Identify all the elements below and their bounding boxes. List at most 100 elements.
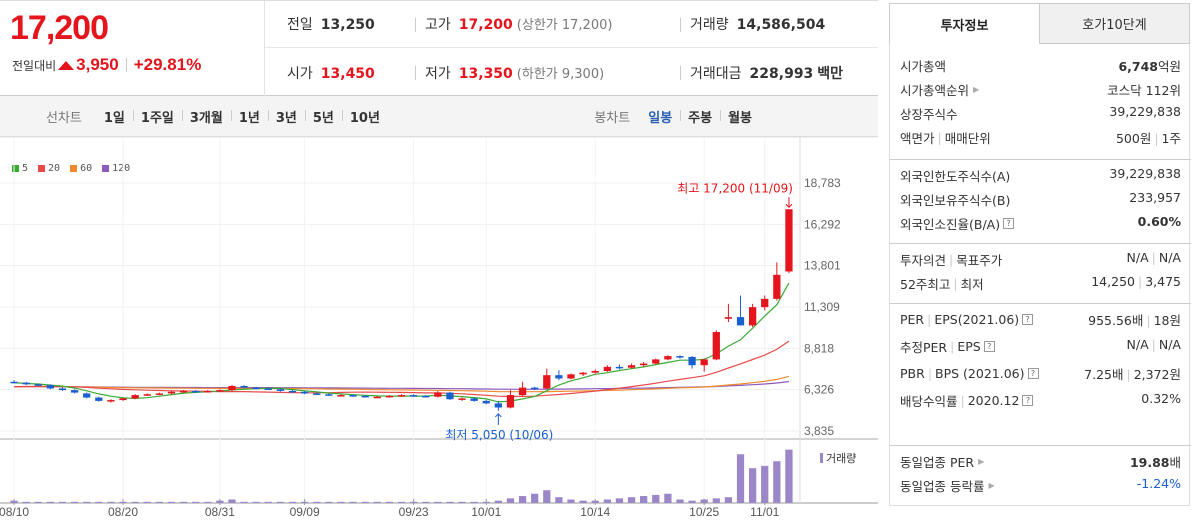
high: 고가 17,200 (상한가 17,200) [425,14,612,34]
period-1y-button[interactable]: 1년 [230,107,268,126]
help-icon[interactable]: ? [1003,218,1015,229]
info-section: 시가총액 6,748억원 시가총액순위 ▶ 코스닥 112위 상장주식수 39,229,83… [890,44,1191,160]
candle-body [712,332,720,360]
info-value: 14,250 | 3,475 [1091,274,1181,293]
volume-bar [688,500,696,503]
label-text: 외국인보유주식수(B) [900,193,1011,208]
info-row: 투자의견 | 목표주가 N/A | N/A [900,250,1181,269]
weekly-candle-button[interactable]: 주봉 [680,107,720,126]
y-tick-label: 8,818 [804,341,834,355]
value-text: 2,372원 [1133,367,1181,382]
high-value: 17,200 [458,17,513,33]
candle-body [446,392,454,400]
candle-body [470,398,478,401]
volume-bar [748,468,757,503]
chevron-right-icon: ▶ [988,481,995,490]
volume-bar [700,499,708,503]
volume-bar [34,501,42,503]
value-text: -1.24% [1136,476,1181,491]
volume-bar [482,501,490,503]
period-1d-button[interactable]: 1일 [103,110,125,126]
help-icon[interactable]: ? [983,341,995,352]
info-section: 투자의견 | 목표주가 N/A | N/A 52주최고 | 최저 14,250 | 3,475 [890,244,1191,304]
line-chart-label: 선차트 [46,110,82,126]
volume-bar [785,449,793,503]
info-label: 외국인소진율(B/A)? [900,214,1015,233]
tab-investment-info[interactable]: 투자정보 [889,3,1040,44]
current-price: 17,200 [10,9,109,47]
candle-body [567,374,575,379]
candle-body [131,395,139,399]
volume-bar [712,498,720,503]
quote-header: 17,200 전일대비 3,950 +29.81% 전일 13,250 고가 1… [0,0,878,96]
candle-body [10,381,18,384]
daily-candle-button[interactable]: 일봉 [648,110,673,126]
volume-bar [627,497,636,503]
label-text: 52주최고 [900,277,951,292]
volume-bar [397,501,406,503]
volume-legend-swatch [820,453,823,463]
period-3y-button[interactable]: 3년 [267,107,305,126]
up-arrow-icon [58,60,75,70]
volume-bar [337,501,345,503]
legend-swatch [102,165,110,172]
volume-bar [385,501,394,503]
x-tick-label: 08/31 [205,505,235,519]
candle-body [228,385,236,391]
volume-bar [313,501,321,503]
period-5y-button[interactable]: 5년 [304,107,342,126]
x-tick-label: 10/01 [471,505,501,519]
info-value: 코스닥 112위 [1107,80,1181,99]
info-value: 0.60% [1138,214,1181,233]
candle-body [276,389,285,391]
info-row: PER | EPS(2021.06)? 955.56배 | 18원 [900,310,1181,329]
candle-body [349,395,357,397]
candle-body [337,395,345,397]
value-text: N/A [1158,337,1181,352]
value-text: 233,957 [1129,190,1181,205]
trade-amount: 거래대금 228,993 백만 [690,63,843,83]
candlestick-chart[interactable]: 18,783 16,292 13,801 11,309 8,818 6,326 3,835 0… [0,137,878,529]
candle-body [736,317,745,326]
monthly-candle-button[interactable]: 월봉 [720,107,760,126]
candle-body [422,395,430,398]
help-icon[interactable]: ? [1022,395,1034,406]
change-label: 전일대비 [12,58,57,73]
volume-bar [143,501,151,503]
divider: | [1151,337,1156,352]
candle-body [506,395,515,408]
candle-body [494,403,502,408]
tab-order-book[interactable]: 호가10단계 [1040,3,1190,44]
candle-body [615,366,624,369]
change-percent: +29.81% [133,55,202,74]
upper-limit: (상한가 17,200) [516,18,613,33]
candle-body [603,366,611,372]
candle-body [264,388,272,390]
period-1w-button[interactable]: 1주일 [132,107,182,126]
divider: | [949,252,954,267]
candle-body [518,387,527,396]
volume-bar [361,501,369,503]
label-text: 최저 [960,277,984,292]
legend-swatch [70,165,78,172]
volume-value: 14,586,504 [736,17,826,33]
candle-body [192,390,200,393]
candle-body [361,395,369,398]
period-10y-button[interactable]: 10년 [341,107,388,126]
divider: | [1126,367,1131,382]
x-tick-label: 08/20 [108,505,138,519]
volume-bar [131,501,139,503]
info-label: PER | EPS(2021.06)? [900,310,1034,329]
help-icon[interactable]: ? [1022,314,1034,325]
low-value: 13,350 [458,65,513,82]
help-icon[interactable]: ? [1027,368,1039,379]
value-text: 6,748 [1118,59,1158,74]
low: 저가 13,350 (하한가 9,300) [425,63,604,83]
volume: 거래량 14,586,504 [690,14,825,34]
x-tick-label: 10/25 [689,505,719,519]
candle-body [240,385,248,388]
legend-swatch [38,165,46,172]
volume-bar [10,500,18,503]
volume-bar [83,501,91,503]
period-3m-button[interactable]: 3개월 [181,107,231,126]
